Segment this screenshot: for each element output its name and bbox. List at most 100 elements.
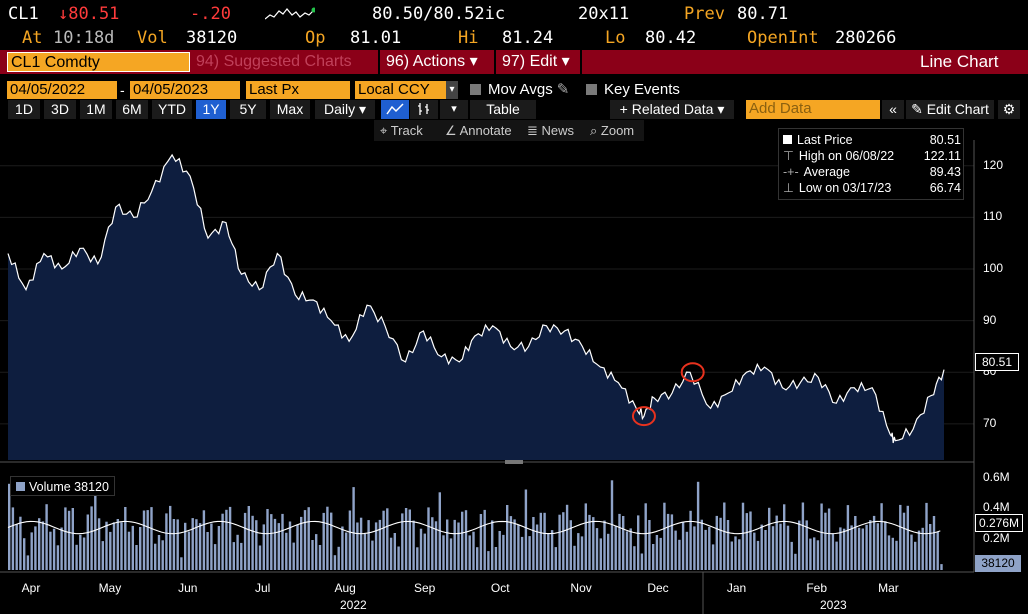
edit-menu-button[interactable]: 97) Edit ▾ [502, 53, 570, 70]
settings-gear-icon[interactable]: ⚙ [998, 100, 1020, 119]
key-events-toggle[interactable]: Key Events [586, 81, 680, 99]
price-volume-chart[interactable] [0, 140, 1028, 614]
period-3d[interactable]: 3D [44, 100, 76, 119]
op-value: 81.01 [350, 28, 402, 48]
volume-bar [588, 514, 591, 570]
volume-bar [768, 507, 771, 570]
period-6m[interactable]: 6M [116, 100, 148, 119]
volume-bar [240, 542, 243, 570]
chart-type-dropdown-icon[interactable]: ▾ [440, 100, 468, 119]
volume-bar [427, 507, 430, 570]
volume-bar [696, 481, 700, 570]
annotation-circle[interactable] [631, 406, 656, 427]
news-tool[interactable]: ≣ News [527, 123, 574, 139]
volume-legend[interactable]: Volume 38120 [10, 476, 115, 496]
volume-bar [783, 504, 786, 570]
volume-bar [547, 533, 550, 570]
volume-bar [285, 532, 288, 570]
line-chart-type-button[interactable] [381, 100, 409, 119]
volume-bar [423, 533, 426, 570]
track-tool[interactable]: ⌖ Track [380, 123, 423, 139]
annotate-tool[interactable]: ∠ Annotate [445, 123, 512, 139]
prev-value: 80.71 [737, 4, 789, 24]
start-date-field[interactable]: 04/05/2022 [7, 81, 117, 99]
divider [580, 50, 582, 74]
legend-high: ⊤ High on 06/08/22 122.11 [783, 149, 961, 163]
period-ytd[interactable]: YTD [152, 100, 192, 119]
security-input[interactable]: CL1 Comdty [7, 52, 190, 72]
zoom-tool[interactable]: ⌕ Zoom [590, 123, 634, 139]
volume-bar [655, 535, 659, 570]
volume-bar [124, 507, 127, 570]
pencil-icon: ✎ [911, 101, 923, 117]
volume-bar [457, 522, 460, 570]
volume-bar [880, 503, 883, 570]
quote-size: 20x11 [578, 4, 630, 24]
volume-bar [109, 531, 112, 570]
volume-bar [404, 508, 408, 570]
chart-legend[interactable]: Last Price 80.51 ⊤ High on 06/08/22 122.11 … [778, 128, 964, 200]
volume-bar [90, 506, 93, 570]
magnifier-icon: ⌕ [590, 123, 598, 138]
period-1m[interactable]: 1M [80, 100, 112, 119]
volume-bar [569, 520, 572, 570]
field-selector[interactable]: Last Px [246, 81, 350, 99]
volume-bar [760, 524, 763, 570]
volume-bar [176, 519, 179, 570]
volume-bar [101, 541, 104, 570]
key-events-label: Key Events [604, 81, 680, 98]
volume-bar [562, 512, 565, 570]
period-5y[interactable]: 5Y [230, 100, 266, 119]
bar-chart-type-button[interactable] [410, 100, 438, 119]
volume-bar [831, 533, 835, 570]
volume-bar [198, 523, 202, 570]
volume-bar [726, 520, 730, 570]
volume-bar [517, 525, 520, 570]
hi-label: Hi [458, 28, 479, 48]
add-data-input[interactable]: Add Data [746, 100, 880, 119]
volume-bar [258, 545, 262, 570]
legend-low: ⊥ Low on 03/17/23 66.74 [783, 181, 961, 195]
volume-bar [296, 524, 299, 570]
period-1d[interactable]: 1D [8, 100, 40, 119]
month-label-may: May [98, 581, 122, 595]
volume-bar [554, 547, 557, 570]
volume-bar [382, 510, 385, 570]
volume-bar [49, 531, 52, 570]
table-button[interactable]: Table [470, 100, 536, 119]
volume-tick-label: 0.2M [983, 531, 1010, 546]
volume-bar [809, 538, 812, 570]
volume-bar [816, 540, 820, 570]
at-label: At [22, 28, 43, 48]
volume-bar [446, 519, 449, 570]
volume-bar [131, 525, 134, 570]
currency-dropdown-icon[interactable]: ▾ [446, 81, 458, 99]
suggested-charts-button[interactable]: 94) Suggested Charts [196, 53, 352, 70]
volume-bar [389, 537, 393, 570]
year-label-2023: 2023 [820, 598, 847, 612]
volume-bar [625, 531, 629, 570]
actions-menu-button[interactable]: 96) Actions ▾ [386, 53, 478, 70]
volume-bar [434, 521, 438, 570]
volume-bar [56, 545, 60, 570]
volume-bar [217, 526, 221, 570]
collapse-icon[interactable]: « [882, 100, 904, 119]
volume-bar [869, 520, 872, 570]
related-data-button[interactable]: + Related Data ▾ [610, 100, 734, 119]
volume-bar [288, 521, 292, 570]
mov-avgs-toggle[interactable]: Mov Avgs ✎ [470, 81, 569, 99]
edit-chart-button[interactable]: ✎ Edit Chart [906, 100, 994, 119]
period-max[interactable]: Max [270, 100, 310, 119]
volume-bar [835, 541, 838, 570]
frequency-selector[interactable]: Daily ▾ [315, 100, 375, 119]
volume-bar [659, 537, 662, 570]
volume-bar [640, 553, 644, 570]
volume-bar [116, 519, 119, 570]
currency-selector[interactable]: Local CCY [355, 81, 458, 99]
pane-resize-handle[interactable] [505, 460, 523, 464]
period-1y[interactable]: 1Y [196, 100, 226, 119]
end-date-field[interactable]: 04/05/2023 [130, 81, 240, 99]
lo-label: Lo [605, 28, 626, 48]
volume-bar [127, 531, 131, 570]
annotation-circle[interactable] [680, 362, 705, 383]
